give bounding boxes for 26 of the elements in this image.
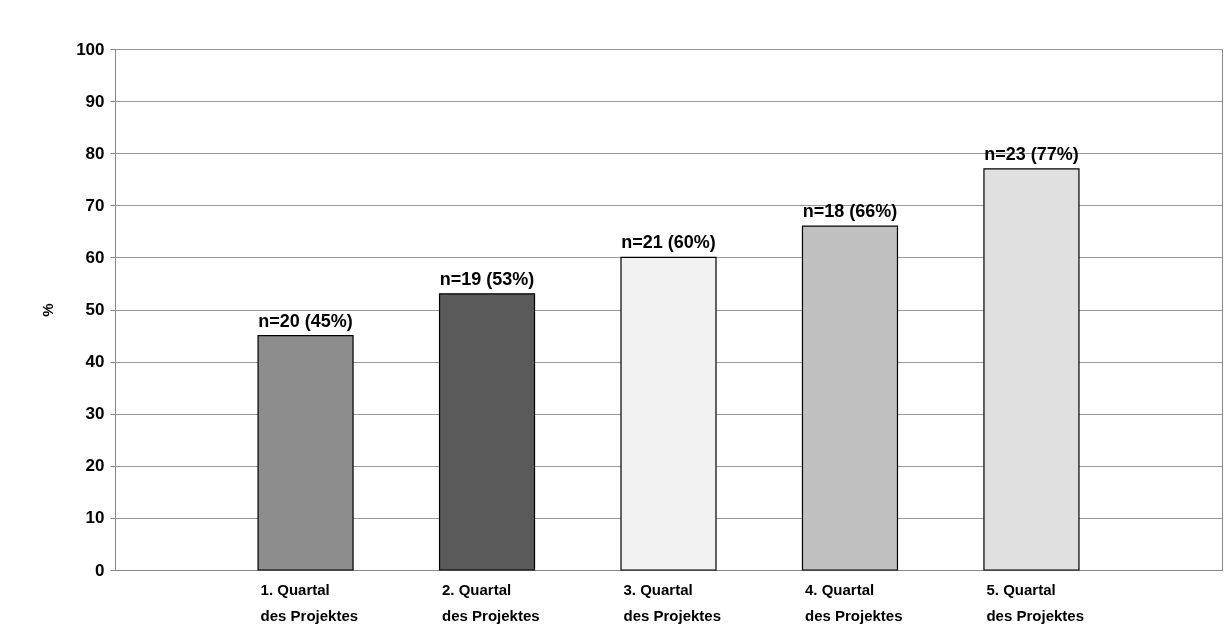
y-tick-label: 30 [85,404,105,424]
x-tick-label: 4. Quartal des Projektes [804,580,903,624]
bar [983,168,1080,571]
bar [438,293,536,571]
y-tick-label: 20 [85,456,105,476]
y-tick-label: 60 [85,247,105,267]
y-tick-label: 40 [85,352,105,372]
data-label: n=23 (77%) [984,143,1079,164]
data-label: n=20 (45%) [258,310,353,331]
data-label: n=21 (60%) [621,232,716,253]
x-tick-label: 3. Quartal des Projektes [623,580,722,624]
y-tick-label: 80 [85,143,105,163]
y-axis-title: % [39,303,57,317]
y-tick-label: 90 [85,91,105,111]
bar [620,256,717,571]
y-tick-label: 50 [85,300,105,319]
y-tick-label: 100 [76,39,105,59]
data-label: n=18 (66%) [802,201,898,222]
x-tick-label: 2. Quartal des Projektes [442,580,540,624]
y-tick-label: 0 [95,560,105,580]
data-label: n=19 (53%) [439,268,535,289]
x-tick-label: 1. Quartal des Projektes [260,580,359,624]
bar [801,225,899,571]
y-tick-label: 10 [85,508,105,528]
y-tick-label: 70 [85,195,105,215]
x-tick-label: 5. Quartal des Projektes [986,580,1085,624]
